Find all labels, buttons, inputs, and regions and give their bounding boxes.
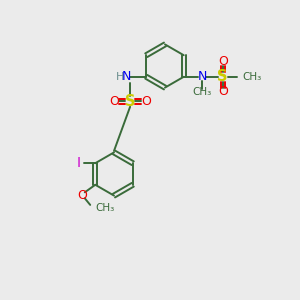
Text: S: S [125,94,135,109]
Text: O: O [77,189,87,202]
Text: S: S [218,69,228,84]
Text: N: N [198,70,207,83]
Text: I: I [77,156,81,170]
Text: O: O [218,85,228,98]
Text: H: H [116,72,125,82]
Text: O: O [110,95,119,108]
Text: O: O [218,55,228,68]
Text: N: N [121,70,131,83]
Text: CH₃: CH₃ [242,72,262,82]
Text: O: O [141,95,151,108]
Text: CH₃: CH₃ [95,203,114,213]
Text: CH₃: CH₃ [193,87,212,98]
